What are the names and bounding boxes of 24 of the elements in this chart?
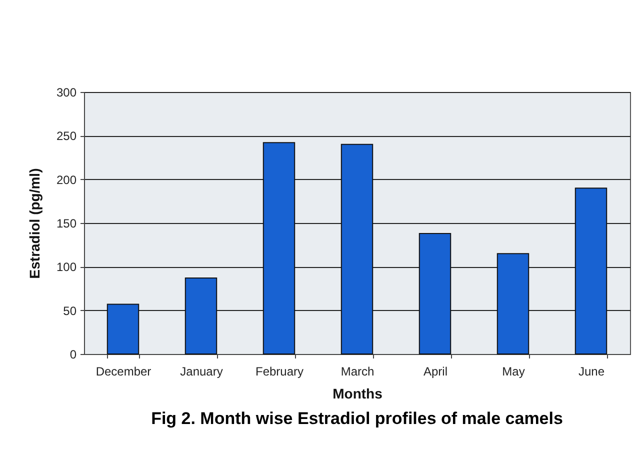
y-tick-label: 250 [56, 129, 77, 144]
y-tick-label: 300 [56, 86, 77, 100]
x-tick-label: April [423, 364, 448, 378]
x-tick-label: May [502, 364, 525, 378]
x-axis-title: Months [332, 386, 383, 402]
text: Fig 2. Month wise Estradiol profiles of male camels [151, 409, 563, 428]
x-tick-label: March [340, 364, 374, 378]
y-tick-label: 0 [70, 348, 77, 362]
y-tick-label: 100 [56, 260, 77, 274]
y-axis-title: Estradiol (pg/ml) [26, 168, 42, 279]
x-tick-label: January [180, 364, 223, 378]
bar [496, 253, 530, 354]
y-tick-label: 200 [56, 172, 77, 187]
y-tick-label: 50 [63, 304, 77, 318]
y-tick-label: 150 [56, 216, 77, 230]
x-tick-label: February [255, 364, 304, 378]
x-tick-label: December [96, 364, 152, 378]
bar [262, 142, 296, 354]
bar [418, 232, 452, 354]
bar [106, 304, 140, 354]
x-tick-label: June [578, 364, 605, 378]
bar [574, 188, 608, 354]
bar [340, 144, 374, 354]
bar [184, 278, 218, 354]
